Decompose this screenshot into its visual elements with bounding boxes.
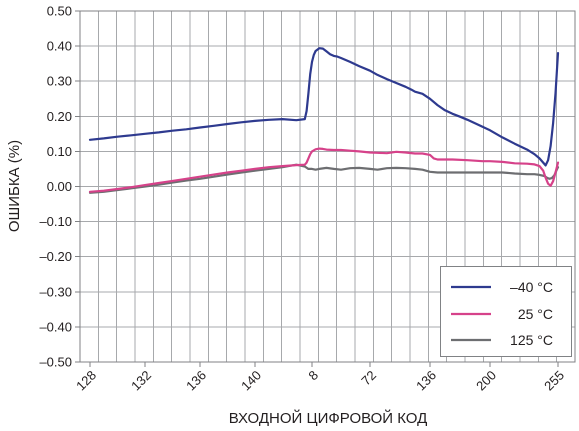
- y-tick-label: 0.50: [47, 4, 72, 19]
- y-tick-label: –0.10: [39, 214, 72, 229]
- series-line-2: [88, 147, 560, 193]
- legend-label-1: –40 °C: [510, 279, 553, 295]
- y-tick-label: 0.10: [47, 144, 72, 159]
- legend-label-3: 125 °C: [510, 332, 553, 348]
- legend-label-2: 25 °C: [518, 306, 553, 322]
- y-tick-label: –0.20: [39, 249, 72, 264]
- x-axis-title: ВХОДНОЙ ЦИФРОВОЙ КОД: [229, 409, 428, 427]
- y-axis: 0.50 0.40 0.30 0.20 0.10 0.00 –0.10 –0.20 –0.30 –…: [39, 4, 80, 370]
- y-tick-label: –0.50: [39, 355, 72, 370]
- y-tick-label: 0.30: [47, 74, 72, 89]
- y-tick-label: –0.30: [39, 284, 72, 299]
- y-tick-label: 0.40: [47, 39, 72, 54]
- y-tick-label: 0.00: [47, 179, 72, 194]
- legend: –40 °C 25 °C 125 °C: [440, 266, 572, 357]
- series-lines: [88, 47, 560, 194]
- legend-box: [440, 266, 572, 357]
- y-tick-label: 0.20: [47, 109, 72, 124]
- series-line-1: [88, 47, 560, 167]
- y-tick-label: –0.40: [39, 319, 72, 334]
- series-line-3: [88, 163, 560, 194]
- y-axis-title: ОШИБКА (%): [6, 140, 23, 232]
